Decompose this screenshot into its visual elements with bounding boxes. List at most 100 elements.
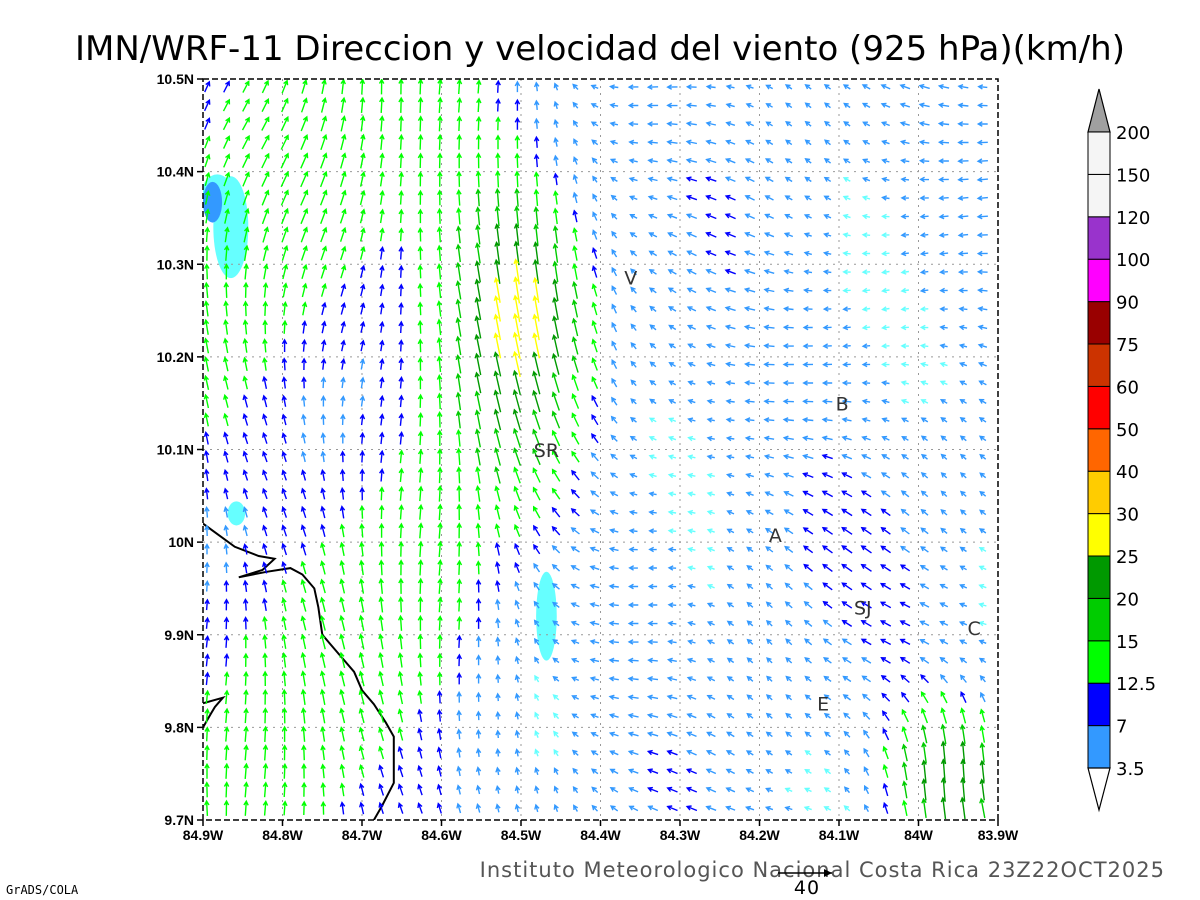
wind-arrow-192 [744, 158, 755, 164]
wind-arrow-194 [784, 158, 793, 164]
wind-arrow-1515 [960, 740, 966, 764]
wind-arrow-274 [744, 195, 755, 201]
wind-arrow-936 [860, 490, 872, 498]
wind-arrow-939 [920, 490, 929, 498]
wind-arrow-873 [437, 466, 443, 484]
wind-arrow-1628 [764, 805, 774, 812]
wind-arrow-7 [340, 79, 346, 95]
wind-arrow-478 [724, 287, 736, 293]
wind-arrow-1090 [667, 565, 677, 571]
wind-arrow-791 [436, 429, 443, 446]
wind-arrow-1021 [920, 527, 929, 535]
wind-arrow-1401 [339, 707, 346, 724]
wind-arrow-850 [782, 454, 794, 460]
wind-arrow-920 [551, 487, 561, 500]
wind-arrow-1041 [514, 542, 521, 556]
wind-arrow-1263 [841, 638, 852, 646]
wind-arrow-366 [938, 232, 949, 238]
wind-arrow-1637 [940, 796, 947, 820]
wind-arrow-581 [340, 339, 346, 352]
wind-arrow-1245 [495, 636, 501, 647]
wind-arrow-1200 [417, 614, 424, 631]
colorbar-label: 40 [1116, 462, 1139, 483]
wind-arrow-1138 [803, 582, 813, 591]
wind-arrow-111 [765, 121, 773, 127]
wind-arrow-1572 [475, 784, 482, 795]
wind-arrow-1298 [726, 657, 735, 664]
wind-arrow-682 [706, 380, 716, 386]
wind-arrow-1067 [223, 561, 230, 574]
wind-arrow-868 [339, 468, 346, 481]
wind-arrow-1060 [880, 545, 891, 554]
wind-arrow-1307 [899, 656, 911, 664]
wind-arrow-2 [242, 80, 250, 93]
wind-arrow-1148 [204, 598, 210, 611]
wind-arrow-1504 [745, 750, 754, 756]
wind-arrow-1195 [319, 614, 326, 631]
wind-arrow-712 [493, 389, 502, 413]
wind-arrow-1462 [726, 731, 735, 738]
wind-arrow-1639 [979, 797, 986, 819]
wind-arrow-186 [628, 158, 638, 164]
wind-arrow-175 [417, 152, 424, 169]
wind-arrow-567 [861, 324, 871, 331]
wind-arrow-874 [456, 466, 462, 484]
wind-arrow-1254 [667, 639, 677, 645]
wind-arrow-1166 [551, 601, 560, 608]
wind-arrow-244 [957, 176, 969, 183]
wind-arrow-725 [744, 398, 755, 405]
wind-arrow-1551 [863, 766, 870, 776]
wind-arrow-1415 [608, 713, 619, 719]
wind-arrow-915 [456, 484, 462, 502]
wind-arrow-546 [455, 316, 462, 337]
wind-arrow-1436 [223, 725, 230, 742]
wind-arrow-841 [610, 453, 618, 461]
wind-arrow-1074 [358, 559, 365, 576]
wind-arrow-156 [843, 139, 851, 145]
wind-arrow-1064 [959, 546, 967, 553]
wind-arrow-1377 [666, 694, 678, 700]
wind-arrow-1003 [570, 527, 580, 535]
wind-arrow-1565 [339, 782, 346, 797]
wind-arrow-173 [379, 152, 385, 169]
wind-arrow-669 [455, 372, 462, 392]
wind-arrow-46 [300, 97, 308, 113]
wind-arrow-388 [572, 244, 578, 261]
wind-arrow-783 [281, 432, 287, 444]
wind-arrow-20 [590, 84, 599, 90]
wind-arrow-1545 [745, 769, 754, 774]
wind-arrow-260 [475, 188, 481, 207]
wind-arrow-1636 [921, 797, 927, 818]
wind-arrow-132 [379, 133, 385, 150]
wind-arrow-347 [572, 227, 578, 242]
wind-arrow-686 [782, 380, 794, 386]
wind-arrow-358 [783, 232, 794, 238]
reference-vector-label: 40 [794, 877, 820, 899]
wind-arrow-410 [204, 263, 210, 280]
wind-arrow-422 [436, 263, 443, 280]
wind-arrow-517 [686, 306, 697, 312]
wind-arrow-1422 [746, 712, 754, 719]
wind-arrow-618 [262, 356, 268, 371]
wind-arrow-1532 [495, 766, 501, 776]
wind-arrow-1294 [647, 657, 658, 664]
wind-arrow-1364 [417, 689, 423, 704]
wind-arrow-893 [821, 472, 833, 479]
wind-arrow-741 [262, 413, 268, 426]
wind-arrow-1595 [921, 778, 927, 801]
lon-tick-label: 83.9W [978, 827, 1019, 843]
wind-arrow-646 [802, 361, 814, 368]
wind-arrow-1232 [242, 634, 249, 649]
lat-tick-label: 10.4N [157, 164, 194, 180]
wind-arrow-845 [687, 454, 696, 460]
wind-arrow-1197 [358, 614, 365, 632]
wind-arrow-619 [281, 357, 288, 371]
wind-arrow-1201 [437, 615, 443, 631]
wind-arrow-627 [436, 355, 443, 373]
wind-arrow-1137 [784, 582, 793, 591]
wind-arrow-1053 [746, 546, 754, 553]
wind-arrow-515 [649, 305, 657, 312]
wind-arrow-1431 [920, 707, 929, 724]
wind-arrow-440 [783, 269, 794, 275]
colorbar-segment-25 [1087, 555, 1111, 599]
